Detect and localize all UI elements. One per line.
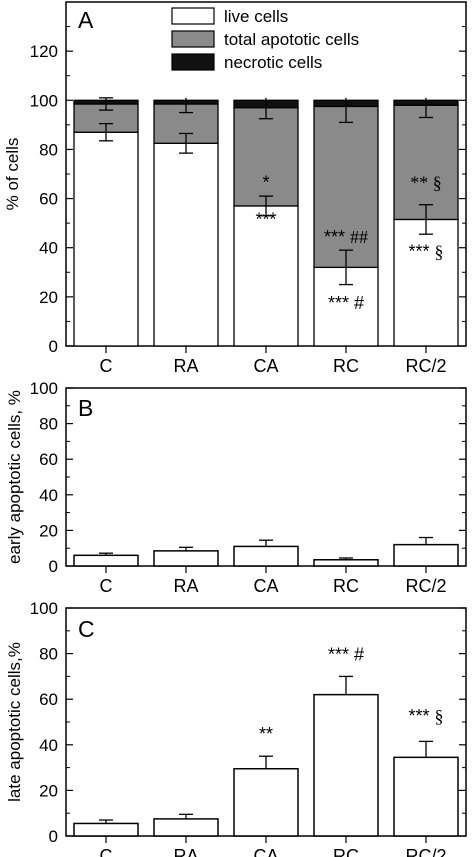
significance-annotation: *** § xyxy=(408,242,443,262)
bar xyxy=(313,693,379,837)
y-tick-label: 40 xyxy=(39,486,58,505)
x-tick-label: C xyxy=(100,356,113,376)
bar-apoptotic xyxy=(393,104,459,221)
x-tick-label: RC/2 xyxy=(405,576,446,596)
y-tick-label: 20 xyxy=(39,288,58,307)
plot-frame xyxy=(65,387,467,567)
y-tick-label: 40 xyxy=(39,239,58,258)
bar xyxy=(153,550,219,567)
y-tick-label: 0 xyxy=(49,337,58,356)
x-tick-label: RA xyxy=(173,846,198,857)
y-tick-label: 60 xyxy=(39,690,58,709)
bar-live xyxy=(233,205,299,347)
bar xyxy=(233,545,299,567)
y-axis-label: % of cells xyxy=(3,138,22,211)
y-tick-label: 100 xyxy=(30,599,58,618)
y-tick-label: 80 xyxy=(39,415,58,434)
y-tick-label: 100 xyxy=(30,91,58,110)
y-axis-label: late apoptotic cells,% xyxy=(5,642,24,802)
x-tick-label: RC/2 xyxy=(405,356,446,376)
bar xyxy=(393,543,459,567)
significance-annotation: * xyxy=(262,173,269,193)
panel-c: C 0 20 40 60 80 100 late apoptotic cells,% C RA CA… xyxy=(5,599,467,857)
y-tick-label: 80 xyxy=(39,140,58,159)
y-tick-label: 0 xyxy=(49,557,58,576)
y-tick-label: 60 xyxy=(39,190,58,209)
bar-apoptotic xyxy=(313,105,379,269)
x-tick-label: RC xyxy=(333,846,359,857)
legend-swatch xyxy=(171,30,215,48)
legend-label: total apototic cells xyxy=(224,30,359,49)
y-tick-label: 40 xyxy=(39,736,58,755)
significance-annotation: *** # xyxy=(328,644,364,664)
y-tick-label: 20 xyxy=(39,781,58,800)
y-tick-label: 20 xyxy=(39,521,58,540)
significance-annotation: ** § xyxy=(410,173,442,193)
bar-apoptotic xyxy=(233,107,299,207)
x-tick-label: RA xyxy=(173,576,198,596)
panel-label: B xyxy=(78,395,93,421)
x-tick-label: C xyxy=(100,576,113,596)
panel-label: C xyxy=(78,616,95,642)
bar xyxy=(73,554,139,567)
significance-annotation: *** # xyxy=(328,293,364,313)
x-tick-label: RC xyxy=(333,356,359,376)
bar-live xyxy=(393,218,459,347)
bar xyxy=(153,818,219,837)
legend-swatch xyxy=(171,53,215,71)
bar xyxy=(73,822,139,837)
y-tick-label: 100 xyxy=(30,379,58,398)
bar-live xyxy=(73,131,139,347)
y-tick-label: 120 xyxy=(30,42,58,61)
x-tick-label: C xyxy=(100,846,113,857)
panel-a: A 0 20 40 60 80 100 120 % of cells C RA CA RC RC/2 liv… xyxy=(3,1,467,376)
y-tick-label: 80 xyxy=(39,645,58,664)
x-tick-label: CA xyxy=(253,576,278,596)
x-tick-label: RC/2 xyxy=(405,846,446,857)
y-axis-label: early apoptotic cells, % xyxy=(5,390,24,564)
significance-annotation: *** xyxy=(255,210,276,230)
x-tick-label: CA xyxy=(253,846,278,857)
y-tick-label: 0 xyxy=(49,827,58,846)
panel-b: B 0 20 40 60 80 100 early apoptotic cells, % C RA… xyxy=(5,379,467,596)
panel-label: A xyxy=(78,7,94,33)
legend-label: necrotic cells xyxy=(224,53,322,72)
x-tick-label: RA xyxy=(173,356,198,376)
bar-live xyxy=(153,142,219,347)
significance-annotation: ** xyxy=(259,724,273,744)
y-tick-label: 60 xyxy=(39,450,58,469)
significance-annotation: *** § xyxy=(408,706,443,726)
bar xyxy=(233,767,299,837)
legend-swatch xyxy=(171,7,215,25)
legend-label: live cells xyxy=(224,7,288,26)
bar xyxy=(313,559,379,567)
significance-annotation: *** ## xyxy=(324,227,368,247)
x-tick-label: CA xyxy=(253,356,278,376)
bar xyxy=(393,756,459,837)
x-tick-label: RC xyxy=(333,576,359,596)
